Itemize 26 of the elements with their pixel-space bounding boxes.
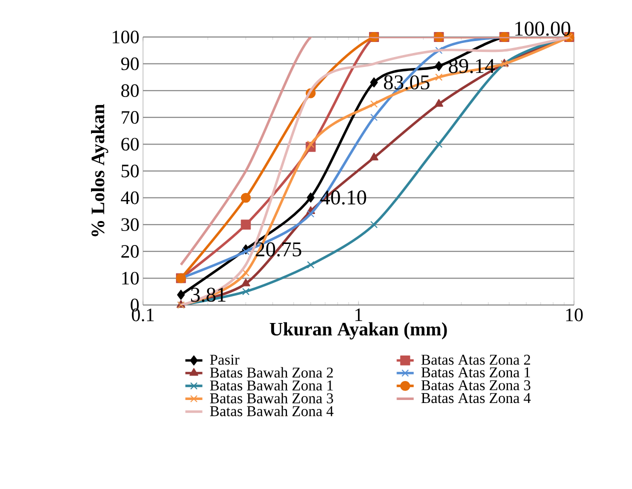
y-tick-label: 70 bbox=[122, 111, 139, 124]
y-axis-title: % Lolos Ayakan bbox=[91, 104, 108, 236]
data-label: 89.14 bbox=[448, 59, 495, 74]
legend-label: Batas Atas Zona 1 bbox=[421, 367, 530, 378]
y-tick-label: 10 bbox=[122, 272, 139, 285]
y-tick-label: 80 bbox=[121, 84, 139, 97]
legend-label: Batas Atas Zona 3 bbox=[421, 380, 530, 390]
legend-label: Pasir bbox=[210, 354, 240, 365]
y-tick-label: 90 bbox=[121, 57, 139, 70]
y-tick-label: 60 bbox=[121, 138, 139, 151]
legend-label: Batas Atas Zona 2 bbox=[421, 354, 530, 365]
legend-label: Batas Bawah Zona 1 bbox=[210, 380, 333, 390]
legend-label: Batas Bawah Zona 4 bbox=[210, 406, 334, 416]
y-tick-label: 40 bbox=[120, 191, 139, 204]
y-tick-label: 20 bbox=[121, 245, 139, 258]
legend-label: Batas Atas Zona 4 bbox=[421, 393, 531, 404]
data-label: 3.81 bbox=[191, 288, 226, 302]
legend-label: Batas Bawah Zona 3 bbox=[210, 392, 334, 404]
x-tick-label: 1 bbox=[355, 308, 362, 322]
legend-label: Batas Bawah Zona 2 bbox=[210, 367, 333, 378]
x-tick-label: 10 bbox=[566, 308, 583, 322]
data-label: 100.00 bbox=[515, 22, 570, 36]
y-tick-label: 50 bbox=[122, 164, 139, 178]
x-axis-title: Ukuran Ayakan (mm) bbox=[270, 322, 447, 340]
y-tick-label: 30 bbox=[121, 218, 139, 231]
y-tick-label: 100 bbox=[112, 30, 139, 44]
